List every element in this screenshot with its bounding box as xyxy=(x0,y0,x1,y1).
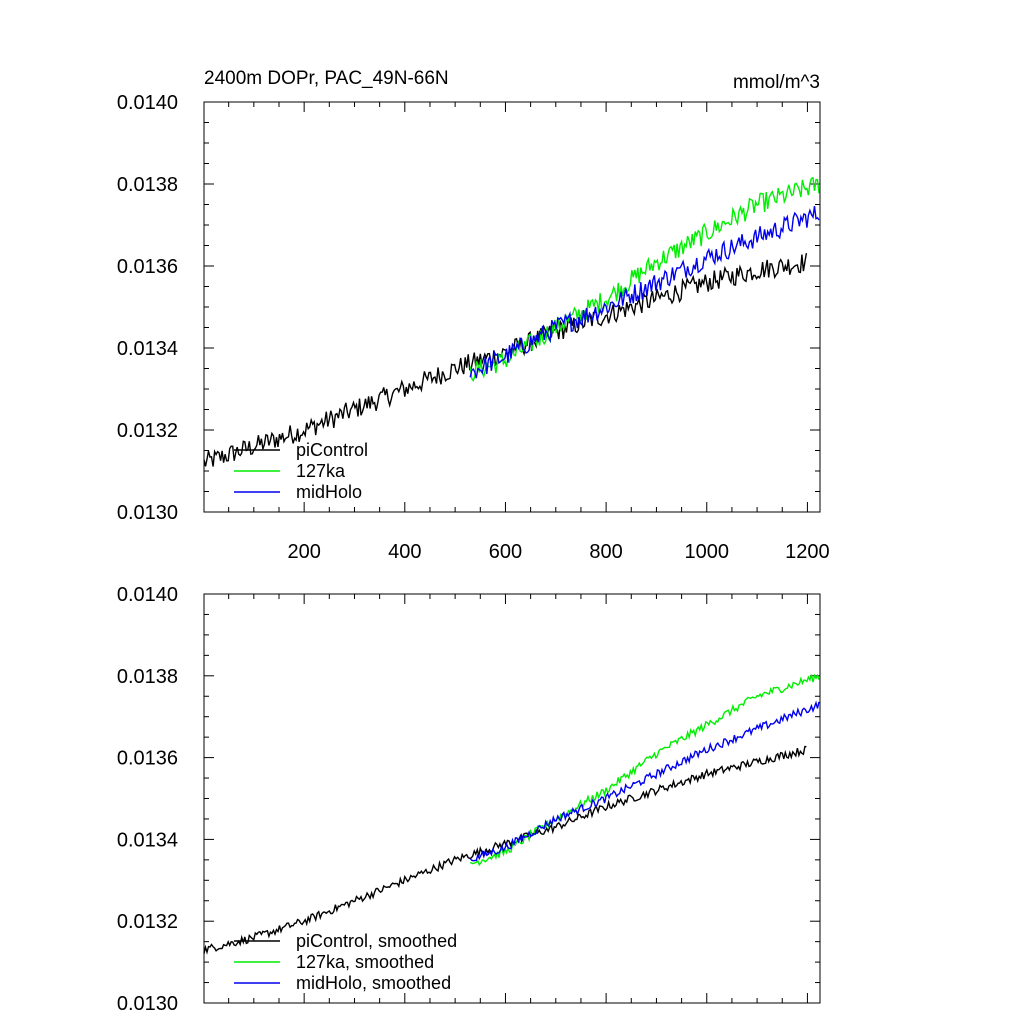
series-line-midHolo xyxy=(469,206,820,379)
units-label: mmol/m^3 xyxy=(733,72,820,93)
top-panel: 200 400 600 800 1000 1200 0.0130 0.0132 0.0134 0.… xyxy=(117,92,830,563)
y-tick-label: 0.0130 xyxy=(117,502,178,524)
y-tick-label: 0.0132 xyxy=(117,420,178,442)
y-tick-label: 0.0134 xyxy=(117,829,178,851)
y-tick-label: 0.0130 xyxy=(117,993,178,1015)
legend-label: piControl, smoothed xyxy=(296,931,457,951)
y-tick-label: 0.0138 xyxy=(117,174,178,196)
series-line-midHolo xyxy=(469,700,820,862)
series-line-127ka xyxy=(469,673,820,867)
y-tick-label: 0.0136 xyxy=(117,256,178,278)
legend-label: piControl xyxy=(296,440,368,460)
legend-label: midHolo, smoothed xyxy=(296,973,451,993)
bottom-panel: 0.0130 0.0132 0.0134 0.0136 0.0138 0.0140 piCo… xyxy=(117,584,821,1015)
legend-label: 127ka xyxy=(296,461,346,481)
series-line-piControl xyxy=(203,252,808,467)
x-tick-label: 600 xyxy=(489,541,522,563)
y-tick-label: 0.0132 xyxy=(117,911,178,933)
chart-title: 2400m DOPr, PAC_49N-66N xyxy=(204,68,449,89)
y-tick-label: 0.0140 xyxy=(117,92,178,114)
y-tick-label: 0.0138 xyxy=(117,666,178,688)
x-tick-label: 400 xyxy=(388,541,421,563)
x-tick-label: 800 xyxy=(589,541,622,563)
legend-label: 127ka, smoothed xyxy=(296,952,434,972)
x-tick-label: 1200 xyxy=(785,541,830,563)
series-line-piControl xyxy=(203,745,807,955)
y-tick-label: 0.0136 xyxy=(117,748,178,770)
y-tick-label: 0.0140 xyxy=(117,584,178,606)
y-tick-label: 0.0134 xyxy=(117,338,178,360)
legend-label: midHolo xyxy=(296,482,362,502)
x-tick-label: 200 xyxy=(287,541,320,563)
x-tick-label: 1000 xyxy=(685,541,730,563)
series-line-127ka xyxy=(469,176,820,382)
